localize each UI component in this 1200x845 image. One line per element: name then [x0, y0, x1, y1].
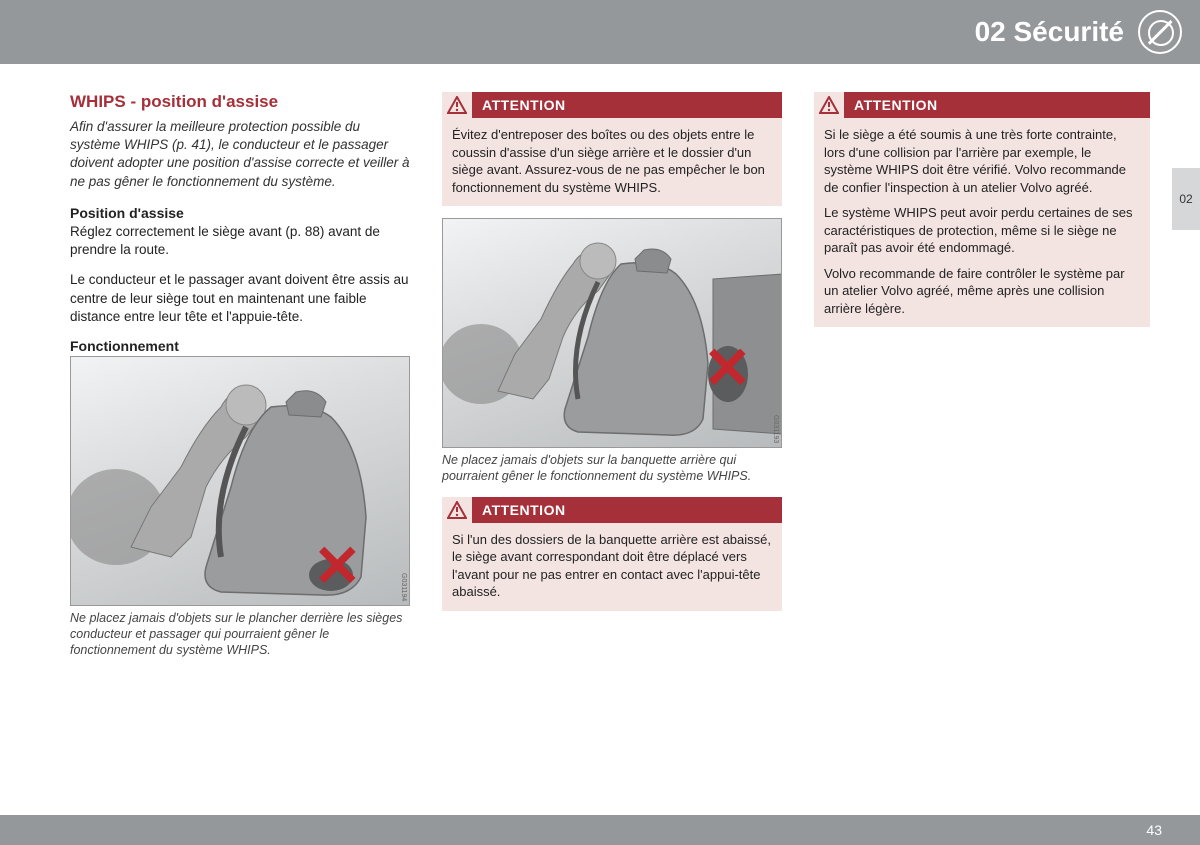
image-caption: Ne placez jamais d'objets sur le planche…	[70, 610, 410, 659]
warning-body: Évitez d'entreposer des boîtes ou des ob…	[442, 118, 782, 206]
warning-label: ATTENTION	[472, 502, 566, 518]
warning-label: ATTENTION	[472, 97, 566, 113]
warning-triangle-icon	[442, 497, 472, 523]
x-mark-icon: ✕	[313, 532, 362, 600]
body-text: Le conducteur et le passager avant doive…	[70, 271, 410, 326]
column-3: ATTENTION Si le siège a été soumis à une…	[814, 92, 1150, 671]
image-caption: Ne placez jamais d'objets sur la banquet…	[442, 452, 782, 485]
illustration-rear-objects: ✕ G031193	[442, 218, 782, 448]
warning-label: ATTENTION	[844, 97, 938, 113]
image-ref: G031193	[772, 415, 779, 443]
intro-text: Afin d'assurer la meilleure protection p…	[70, 118, 410, 191]
seatbelt-icon	[1138, 10, 1182, 54]
x-mark-icon: ✕	[703, 334, 752, 402]
warning-header: ATTENTION	[442, 92, 782, 118]
body-text: Réglez correctement le siège avant (p. 8…	[70, 223, 410, 259]
image-ref: G031194	[400, 573, 407, 601]
page-footer: 43	[0, 815, 1200, 845]
column-2: ATTENTION Évitez d'entreposer des boîtes…	[442, 92, 782, 671]
warning-paragraph: Le système WHIPS peut avoir perdu certai…	[824, 204, 1140, 257]
warning-box: ATTENTION Si le siège a été soumis à une…	[814, 92, 1150, 327]
warning-paragraph: Volvo recommande de faire contrôler le s…	[824, 265, 1140, 318]
warning-triangle-icon	[814, 92, 844, 118]
warning-body: Si le siège a été soumis à une très fort…	[814, 118, 1150, 327]
warning-box: ATTENTION Évitez d'entreposer des boîtes…	[442, 92, 782, 206]
column-1: WHIPS - position d'assise Afin d'assurer…	[70, 92, 410, 671]
page-header: 02 Sécurité	[0, 0, 1200, 64]
warning-header: ATTENTION	[814, 92, 1150, 118]
page-number: 43	[1146, 822, 1162, 838]
warning-box: ATTENTION Si l'un des dossiers de la ban…	[442, 497, 782, 611]
subheading-function: Fonctionnement	[70, 338, 410, 354]
warning-paragraph: Si le siège a été soumis à une très fort…	[824, 126, 1140, 196]
content-area: WHIPS - position d'assise Afin d'assurer…	[0, 64, 1200, 671]
chapter-title: 02 Sécurité	[975, 16, 1124, 48]
subheading-position: Position d'assise	[70, 205, 410, 221]
warning-triangle-icon	[442, 92, 472, 118]
warning-body: Si l'un des dossiers de la banquette arr…	[442, 523, 782, 611]
illustration-floor-objects: ✕ G031194	[70, 356, 410, 606]
chapter-tab: 02	[1172, 168, 1200, 230]
warning-header: ATTENTION	[442, 497, 782, 523]
section-title: WHIPS - position d'assise	[70, 92, 410, 112]
